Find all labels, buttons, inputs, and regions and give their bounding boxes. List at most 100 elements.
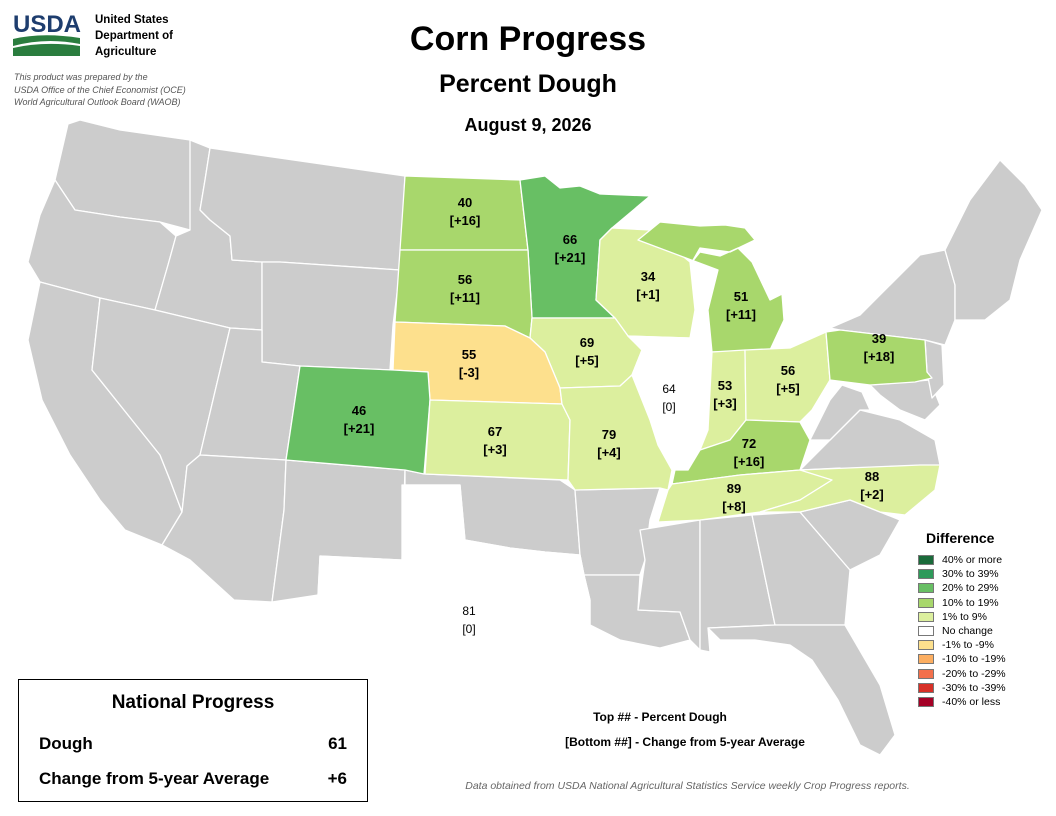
label-iowa-change: [+5] <box>575 353 598 368</box>
legend-item: 1% to 9% <box>918 610 1048 624</box>
map-subtitle: Percent Dough <box>439 70 617 98</box>
agency-name: United States Department of Agriculture <box>95 12 173 60</box>
national-row-label: Dough <box>39 734 93 753</box>
map-title: Corn Progress <box>409 20 647 58</box>
label-illinois-change: [0] <box>662 400 675 414</box>
legend-label: -40% or less <box>942 695 1001 708</box>
national-progress-title: National Progress <box>111 692 275 713</box>
label-north-dakota-change: [+16] <box>450 213 481 228</box>
label-ohio-change: [+5] <box>776 381 799 396</box>
legend-swatch <box>918 668 934 679</box>
label-ohio-value: 56 <box>781 363 795 378</box>
agency-name-line: Department of <box>95 30 173 42</box>
state-kansas <box>424 399 571 481</box>
legend-label: -30% to -39% <box>942 681 1006 694</box>
prepared-line: World Agricultural Outlook Board (WAOB) <box>14 97 181 107</box>
label-south-dakota-change: [+11] <box>450 290 480 305</box>
state-new-england <box>944 159 1043 321</box>
state-pennsylvania <box>825 329 933 386</box>
agency-name-line: United States <box>95 14 169 26</box>
label-wisconsin-change: [+1] <box>636 287 659 302</box>
label-nebraska-change: [-3] <box>459 365 479 380</box>
state-montana <box>199 147 406 271</box>
legend-title: Difference <box>926 530 995 546</box>
label-texas-value: 81 <box>462 604 476 618</box>
non-reporting-states <box>27 119 1043 756</box>
source-note: Data obtained from USDA National Agricul… <box>465 780 910 792</box>
state-wyoming <box>261 261 401 371</box>
national-row-value: +6 <box>327 769 347 788</box>
state-colorado <box>285 365 431 475</box>
state-north-carolina <box>759 464 941 516</box>
legend-label: 10% to 19% <box>942 596 999 609</box>
label-nebraska-value: 55 <box>462 347 476 362</box>
map-date: August 9, 2026 <box>464 115 592 135</box>
legend-items: 40% or more 30% to 39% 20% to 29% 10% to 19… <box>918 553 1048 709</box>
legend-item: 10% to 19% <box>918 596 1048 610</box>
legend: Difference 40% or more 30% to 39% 20% to 2… <box>918 530 1048 709</box>
state-labels: 40 [+16] 66 [+21] 34 [+1] 51 [+11] 56 [+… <box>344 195 895 636</box>
legend-label: -10% to -19% <box>942 653 1006 666</box>
label-kansas-change: [+3] <box>483 442 506 457</box>
usda-logo: USDA <box>12 10 82 65</box>
legend-swatch <box>918 583 934 594</box>
label-north-dakota-value: 40 <box>458 195 472 210</box>
legend-swatch <box>918 569 934 580</box>
legend-item: 20% to 29% <box>918 581 1048 595</box>
label-north-carolina-change: [+2] <box>860 487 883 502</box>
label-minnesota-value: 66 <box>563 232 577 247</box>
legend-swatch <box>918 654 934 665</box>
state-texas <box>317 484 591 719</box>
legend-swatch <box>918 640 934 651</box>
legend-label: 30% to 39% <box>942 568 999 581</box>
label-north-carolina-value: 88 <box>865 469 879 484</box>
legend-swatch <box>918 682 934 693</box>
legend-label: 1% to 9% <box>942 610 987 623</box>
label-kansas-value: 67 <box>488 424 502 439</box>
national-row-label: Change from 5-year Average <box>39 769 270 788</box>
national-progress-box: National Progress Dough 61 Change from 5… <box>18 679 368 802</box>
label-missouri-value: 79 <box>602 427 616 442</box>
label-missouri-change: [+4] <box>597 445 620 460</box>
legend-swatch <box>918 626 934 637</box>
legend-item: No change <box>918 624 1048 638</box>
prepared-line: USDA Office of the Chief Economist (OCE) <box>14 84 186 95</box>
legend-item: 30% to 39% <box>918 567 1048 581</box>
label-kentucky-change: [+16] <box>734 454 765 469</box>
key-top-note: Top ## - Percent Dough <box>593 710 727 724</box>
legend-item: -1% to -9% <box>918 638 1048 652</box>
reporting-states <box>285 175 941 719</box>
legend-swatch <box>918 597 934 608</box>
prepared-by-note: This product was prepared by the USDA Of… <box>14 71 186 109</box>
legend-label: 40% or more <box>942 554 1003 567</box>
label-minnesota-change: [+21] <box>555 250 586 265</box>
state-florida <box>707 624 896 756</box>
label-indiana-change: [+3] <box>713 396 736 411</box>
label-pennsylvania-value: 39 <box>872 331 886 346</box>
legend-label: 20% to 29% <box>942 582 999 595</box>
label-indiana-value: 53 <box>718 378 732 393</box>
label-tennessee-change: [+8] <box>722 499 745 514</box>
legend-swatch <box>918 611 934 622</box>
national-row-value: 61 <box>328 734 347 753</box>
label-michigan-value: 51 <box>734 289 748 304</box>
legend-swatch <box>918 555 934 566</box>
label-wisconsin-value: 34 <box>641 269 656 284</box>
legend-label: -20% to -29% <box>942 667 1006 680</box>
legend-item: -20% to -29% <box>918 667 1048 681</box>
legend-label: -1% to -9% <box>942 639 994 652</box>
legend-item: -10% to -19% <box>918 652 1048 666</box>
national-row-change: Change from 5-year Average +6 <box>39 769 347 789</box>
state-west-virginia <box>809 384 871 441</box>
label-illinois-value: 64 <box>662 382 676 396</box>
national-row-dough: Dough 61 <box>39 734 347 754</box>
label-iowa-value: 69 <box>580 335 594 350</box>
prepared-line: This product was prepared by the <box>14 72 148 82</box>
legend-label: No change <box>942 625 993 638</box>
key-bottom-note: [Bottom ##] - Change from 5-year Average <box>565 735 805 749</box>
legend-item: -40% or less <box>918 695 1048 709</box>
agency-name-line: Agriculture <box>95 46 157 58</box>
label-tennessee-value: 89 <box>727 481 741 496</box>
legend-item: 40% or more <box>918 553 1048 567</box>
